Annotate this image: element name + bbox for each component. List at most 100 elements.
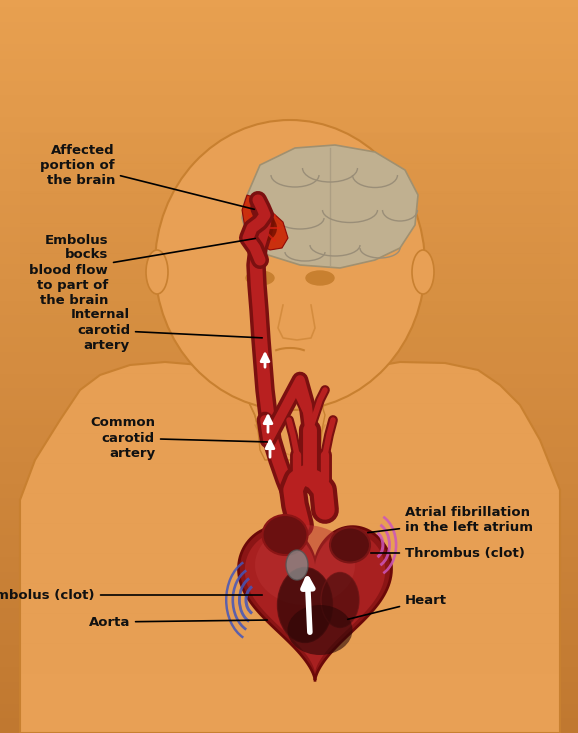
Bar — [0, 682, 578, 689]
Bar — [0, 81, 578, 88]
Bar — [20, 343, 560, 374]
Bar — [0, 491, 578, 498]
Bar — [0, 410, 578, 418]
Bar — [0, 323, 578, 330]
Bar — [0, 7, 578, 15]
Text: Affected
portion of
the brain: Affected portion of the brain — [40, 144, 254, 210]
Text: Thrombus (clot): Thrombus (clot) — [370, 547, 525, 559]
Bar — [0, 718, 578, 726]
Bar — [0, 286, 578, 293]
Bar — [0, 191, 578, 198]
Ellipse shape — [146, 250, 168, 294]
Bar — [0, 447, 578, 454]
Bar — [0, 95, 578, 103]
Bar — [0, 660, 578, 667]
Bar — [0, 572, 578, 579]
Polygon shape — [20, 362, 560, 733]
Bar — [0, 476, 578, 484]
Bar — [20, 643, 560, 674]
Bar — [0, 506, 578, 513]
Bar — [0, 579, 578, 586]
Bar — [0, 469, 578, 476]
Bar — [0, 440, 578, 447]
Bar — [0, 711, 578, 718]
Bar — [0, 220, 578, 227]
Bar — [0, 22, 578, 29]
Bar — [0, 638, 578, 645]
Bar — [20, 193, 560, 224]
Bar — [0, 484, 578, 491]
Bar — [20, 433, 560, 464]
Ellipse shape — [246, 271, 274, 285]
Bar — [0, 652, 578, 660]
Bar — [0, 44, 578, 51]
Polygon shape — [239, 527, 391, 680]
Bar — [20, 133, 560, 164]
Ellipse shape — [155, 120, 425, 410]
Bar — [0, 586, 578, 594]
Bar — [0, 125, 578, 132]
Bar — [0, 425, 578, 432]
Polygon shape — [248, 400, 325, 460]
Text: Common
carotid
artery: Common carotid artery — [90, 416, 267, 460]
Bar — [20, 163, 560, 194]
Bar — [0, 147, 578, 154]
Bar — [0, 198, 578, 205]
Bar — [0, 557, 578, 564]
Bar — [0, 594, 578, 601]
Bar — [0, 454, 578, 462]
Bar — [0, 498, 578, 506]
Bar — [20, 313, 560, 344]
Text: Heart: Heart — [348, 594, 447, 619]
Bar — [0, 345, 578, 352]
Bar — [0, 29, 578, 37]
Bar — [0, 15, 578, 22]
Bar — [0, 271, 578, 279]
Ellipse shape — [330, 528, 370, 562]
Bar — [0, 264, 578, 271]
Ellipse shape — [412, 250, 434, 294]
Bar — [20, 403, 560, 434]
Bar — [0, 608, 578, 616]
Bar — [0, 337, 578, 345]
Ellipse shape — [286, 550, 308, 580]
Bar — [20, 523, 560, 554]
Bar — [0, 0, 578, 7]
Text: Embolus
bocks
blood flow
to part of
the brain: Embolus bocks blood flow to part of the … — [29, 234, 255, 306]
Bar — [0, 623, 578, 630]
Bar — [20, 673, 560, 704]
Bar — [20, 703, 560, 733]
Bar — [20, 283, 560, 314]
Bar — [0, 396, 578, 403]
Bar — [0, 432, 578, 440]
Bar — [0, 388, 578, 396]
Bar — [0, 564, 578, 572]
Bar — [20, 553, 560, 584]
Bar — [0, 366, 578, 374]
Bar — [0, 213, 578, 220]
Bar — [0, 696, 578, 704]
Bar — [0, 176, 578, 183]
Text: Embolus (clot): Embolus (clot) — [0, 589, 262, 602]
Bar — [0, 37, 578, 44]
Bar — [0, 205, 578, 213]
Bar — [20, 613, 560, 644]
Bar — [0, 249, 578, 257]
Bar — [0, 279, 578, 286]
Bar — [0, 359, 578, 366]
Bar — [20, 463, 560, 494]
Polygon shape — [242, 145, 418, 268]
Polygon shape — [245, 532, 385, 673]
Bar — [20, 583, 560, 614]
Bar — [0, 704, 578, 711]
Polygon shape — [242, 195, 288, 250]
Bar — [0, 352, 578, 359]
Text: Internal
carotid
artery: Internal carotid artery — [71, 309, 262, 352]
Bar — [0, 674, 578, 682]
Bar — [0, 418, 578, 425]
Ellipse shape — [277, 567, 332, 643]
Bar — [0, 235, 578, 242]
Bar — [0, 535, 578, 542]
Bar — [0, 520, 578, 528]
Bar — [0, 73, 578, 81]
